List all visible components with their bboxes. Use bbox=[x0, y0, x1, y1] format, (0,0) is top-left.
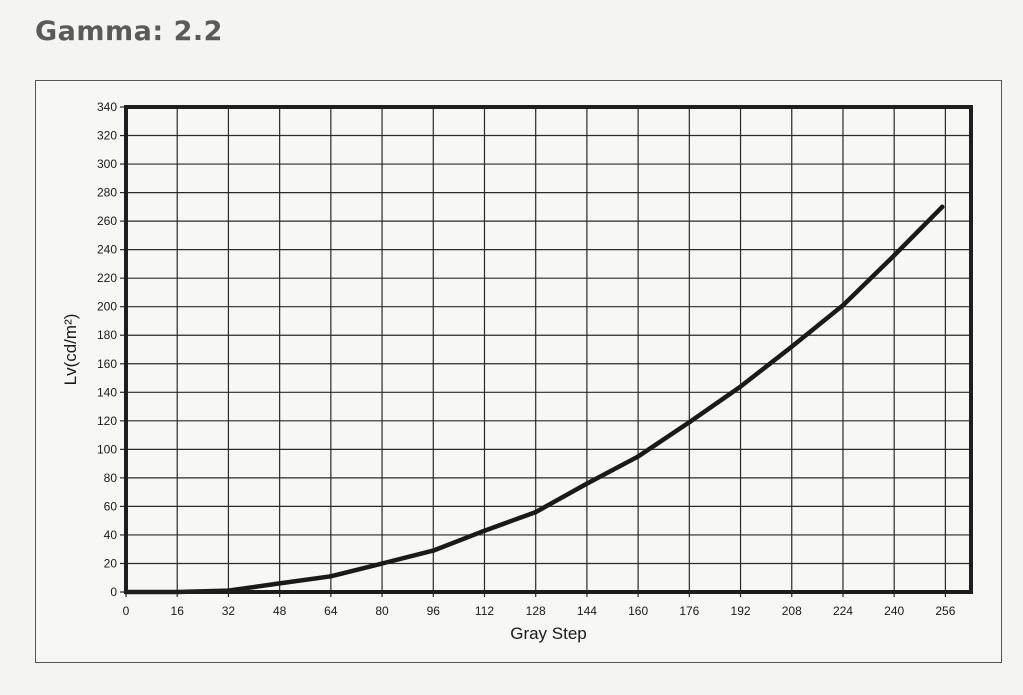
x-tick-label: 192 bbox=[731, 604, 751, 618]
x-tick-label: 0 bbox=[123, 604, 130, 618]
x-tick-label: 208 bbox=[782, 604, 802, 618]
x-tick-label: 240 bbox=[884, 604, 904, 618]
data-point bbox=[635, 454, 641, 459]
gamma-chart: 0 16 32 48 64 80 96 112 128 144 160 176 192 208 224 240… bbox=[61, 100, 973, 643]
grid bbox=[125, 106, 971, 593]
x-tick-label: 48 bbox=[273, 604, 287, 618]
x-tick-label: 144 bbox=[577, 604, 597, 618]
x-tick-label: 224 bbox=[833, 604, 853, 618]
data-point bbox=[939, 204, 945, 210]
page-title: Gamma: 2.2 bbox=[35, 16, 223, 47]
x-tick-label: 112 bbox=[475, 604, 494, 618]
y-tick-label: 240 bbox=[97, 243, 117, 257]
x-tick-label: 32 bbox=[222, 604, 236, 618]
data-point bbox=[840, 303, 846, 308]
data-point bbox=[687, 420, 692, 425]
data-point bbox=[533, 509, 538, 515]
y-tick-label: 80 bbox=[104, 471, 118, 485]
x-tick-label: 128 bbox=[526, 604, 546, 618]
data-point bbox=[584, 481, 590, 486]
y-axis-title: Lv(cd/m²) bbox=[61, 314, 80, 386]
data-point bbox=[379, 561, 385, 566]
data-point bbox=[891, 253, 897, 258]
y-tick-label: 300 bbox=[97, 157, 117, 171]
axis-ticks bbox=[120, 106, 946, 597]
y-tick-label: 180 bbox=[97, 328, 117, 342]
x-tick-label: 64 bbox=[324, 604, 338, 618]
y-tick-label: 140 bbox=[97, 385, 117, 399]
data-point bbox=[789, 344, 794, 349]
y-tick-label: 60 bbox=[104, 499, 118, 513]
y-tick-label: 260 bbox=[97, 214, 117, 228]
y-tick-label: 340 bbox=[97, 100, 117, 114]
y-tick-label: 320 bbox=[97, 129, 117, 143]
y-tick-label: 280 bbox=[97, 186, 117, 200]
data-point bbox=[738, 384, 743, 389]
y-tick-label: 220 bbox=[97, 271, 117, 285]
y-tick-label: 100 bbox=[97, 442, 117, 456]
y-tick-label: 120 bbox=[97, 414, 117, 428]
data-point bbox=[277, 581, 282, 586]
chart-frame: 0 16 32 48 64 80 96 112 128 144 160 176 192 208 224 240… bbox=[35, 80, 1002, 663]
x-tick-label: 80 bbox=[375, 604, 389, 618]
y-tick-label: 0 bbox=[110, 585, 117, 599]
x-tick-label: 176 bbox=[679, 604, 699, 618]
y-tick-label: 160 bbox=[97, 357, 117, 371]
y-tick-label: 200 bbox=[97, 300, 117, 314]
y-tick-label: 40 bbox=[104, 528, 118, 542]
x-axis-title: Gray Step bbox=[510, 624, 587, 643]
x-tick-label: 96 bbox=[427, 604, 441, 618]
series-line bbox=[123, 204, 945, 595]
tick-labels: 0 16 32 48 64 80 96 112 128 144 160 176 192 208 224 240… bbox=[97, 100, 956, 618]
data-point bbox=[328, 574, 334, 579]
x-tick-label: 160 bbox=[628, 604, 648, 618]
x-tick-label: 16 bbox=[171, 604, 185, 618]
data-point bbox=[482, 528, 487, 533]
y-tick-label: 20 bbox=[104, 556, 118, 570]
series-layer bbox=[123, 204, 945, 595]
x-tick-label: 256 bbox=[935, 604, 955, 618]
data-point bbox=[431, 548, 436, 553]
plot-border bbox=[124, 105, 973, 594]
